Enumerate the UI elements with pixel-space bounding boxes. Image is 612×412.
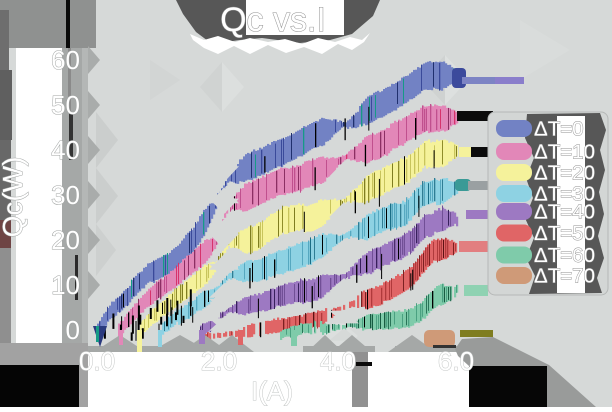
svg-text:30: 30 — [51, 180, 80, 210]
svg-text:20: 20 — [51, 225, 80, 255]
svg-text:10: 10 — [51, 270, 80, 300]
svg-text:Qc(W): Qc(W) — [0, 157, 28, 238]
svg-text:ΔT=10: ΔT=10 — [534, 141, 595, 164]
svg-text:I(A): I(A) — [251, 376, 293, 406]
svg-text:50: 50 — [51, 90, 80, 120]
svg-text:6.0: 6.0 — [438, 346, 474, 376]
svg-text:4.0: 4.0 — [320, 346, 356, 376]
svg-text:ΔT=50: ΔT=50 — [534, 222, 595, 245]
svg-text:Qc vs.I: Qc vs.I — [220, 1, 326, 39]
svg-text:ΔT=0: ΔT=0 — [534, 118, 584, 141]
svg-text:40: 40 — [51, 135, 80, 165]
svg-text:2.0: 2.0 — [201, 346, 237, 376]
svg-text:60: 60 — [51, 45, 80, 75]
svg-text:0.0: 0.0 — [79, 346, 115, 376]
svg-text:ΔT=20: ΔT=20 — [534, 162, 595, 185]
svg-text:ΔT=60: ΔT=60 — [534, 244, 595, 267]
svg-text:ΔT=30: ΔT=30 — [534, 183, 595, 206]
svg-text:ΔT=70: ΔT=70 — [534, 265, 595, 288]
svg-text:0: 0 — [66, 315, 80, 345]
svg-text:ΔT=40: ΔT=40 — [534, 201, 595, 224]
